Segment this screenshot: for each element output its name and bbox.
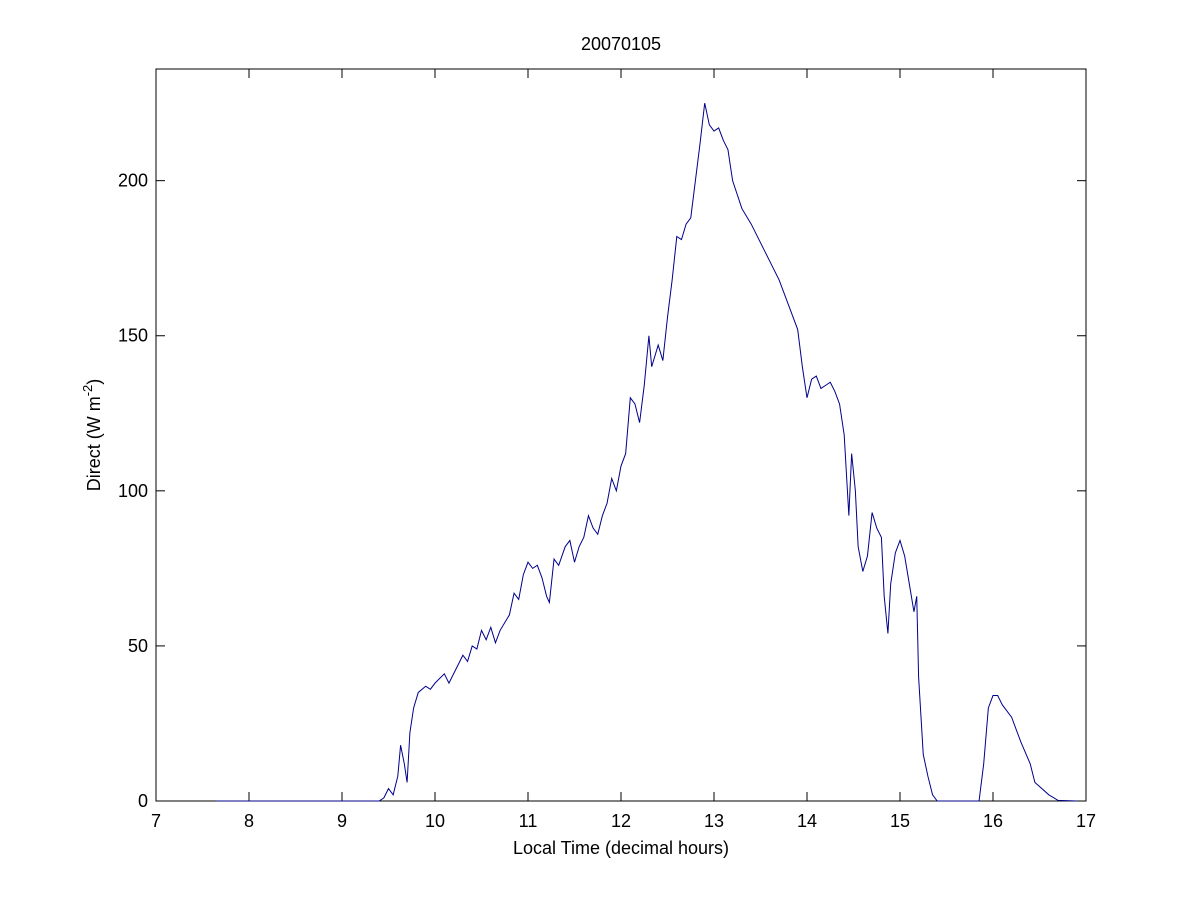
x-tick-label: 9 <box>337 811 347 831</box>
x-axis-label: Local Time (decimal hours) <box>513 838 729 858</box>
y-tick-label: 200 <box>118 171 148 191</box>
x-tick-label: 10 <box>425 811 445 831</box>
x-tick-label: 12 <box>611 811 631 831</box>
y-tick-label: 150 <box>118 326 148 346</box>
x-tick-label: 11 <box>519 811 538 831</box>
x-tick-label: 13 <box>704 811 724 831</box>
y-label-suffix: ) <box>84 379 104 385</box>
data-line <box>216 103 1077 802</box>
x-tick-label: 7 <box>151 811 161 831</box>
y-tick-label: 100 <box>118 481 148 501</box>
y-axis-label: Direct (W m-2) <box>80 379 104 492</box>
y-tick-label: 0 <box>138 791 148 811</box>
y-label-superscript: -2 <box>80 385 95 397</box>
x-tick-label: 8 <box>244 811 254 831</box>
x-tick-label: 14 <box>797 811 817 831</box>
chart-title: 20070105 <box>581 34 661 54</box>
x-tick-label: 16 <box>983 811 1003 831</box>
y-tick-label: 50 <box>128 636 148 656</box>
x-tick-label: 17 <box>1076 811 1096 831</box>
x-tick-label: 15 <box>890 811 910 831</box>
y-label-text: Direct (W m <box>84 396 104 491</box>
